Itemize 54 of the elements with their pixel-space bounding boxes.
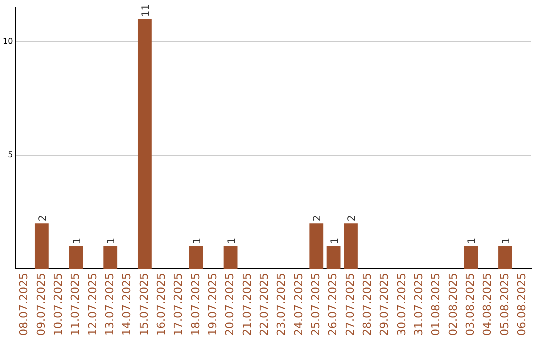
x-tick-label: 12.07.2025 [86, 273, 100, 336]
bar [104, 246, 118, 270]
x-tick-label: 06.08.2025 [516, 273, 529, 336]
x-tick-label: 17.07.2025 [172, 273, 186, 336]
x-tick-label: 01.08.2025 [430, 273, 443, 336]
x-tick-label: 23.07.2025 [275, 273, 288, 336]
x-tick-label: 04.08.2025 [481, 273, 494, 336]
x-tick-label: 14.07.2025 [120, 273, 134, 336]
x-tick-label: 18.07.2025 [189, 273, 202, 336]
data-label: 2 [38, 215, 49, 222]
bar [69, 246, 84, 270]
data-label: 1 [226, 238, 238, 244]
x-tick-label: 27.07.2025 [344, 273, 357, 336]
data-label: 2 [312, 215, 324, 222]
x-tick-label: 20.07.2025 [224, 273, 237, 336]
x-tick-label: 13.07.2025 [103, 273, 116, 336]
data-label: 11 [140, 4, 152, 18]
bar [138, 19, 152, 270]
x-tick-label: 08.07.2025 [18, 273, 31, 336]
bar [344, 224, 358, 270]
data-label: 1 [330, 238, 341, 244]
x-tick-label: 19.07.2025 [206, 273, 220, 336]
x-tick-label: 26.07.2025 [326, 273, 340, 336]
data-label: 1 [106, 238, 118, 244]
data-label: 1 [467, 238, 478, 244]
x-tick-label: 03.08.2025 [464, 273, 478, 336]
x-tick-label: 22.07.2025 [258, 273, 271, 336]
bar [464, 246, 478, 270]
x-tick-label: 21.07.2025 [240, 273, 254, 336]
x-tick-label: 28.07.2025 [361, 273, 374, 336]
x-tick-label: 24.07.2025 [292, 273, 306, 336]
x-tick-label: 16.07.2025 [154, 273, 168, 336]
x-tick-label: 15.07.2025 [138, 273, 151, 336]
bar [224, 246, 238, 270]
y-tick-label: 5 [8, 150, 14, 160]
x-tick-label: 05.08.2025 [498, 273, 512, 336]
x-tick-label: 31.07.2025 [412, 273, 426, 336]
x-tick-label: 11.07.2025 [69, 273, 82, 336]
bar [498, 246, 512, 270]
x-tick-label: 30.07.2025 [395, 273, 408, 336]
data-label: 2 [346, 215, 358, 222]
bar [326, 246, 341, 270]
x-tick-label: 10.07.2025 [52, 273, 65, 336]
data-label: 1 [72, 238, 84, 244]
bar [310, 224, 324, 270]
x-tick-label: 25.07.2025 [309, 273, 322, 336]
bar [34, 224, 49, 270]
x-tick-label: 02.08.2025 [446, 273, 460, 336]
data-label: 1 [192, 238, 204, 244]
bar [190, 246, 204, 270]
x-tick-label: 29.07.2025 [378, 273, 392, 336]
y-tick-label: 10 [2, 36, 14, 46]
data-label: 1 [502, 238, 512, 244]
x-tick-label: 09.07.2025 [34, 273, 48, 336]
